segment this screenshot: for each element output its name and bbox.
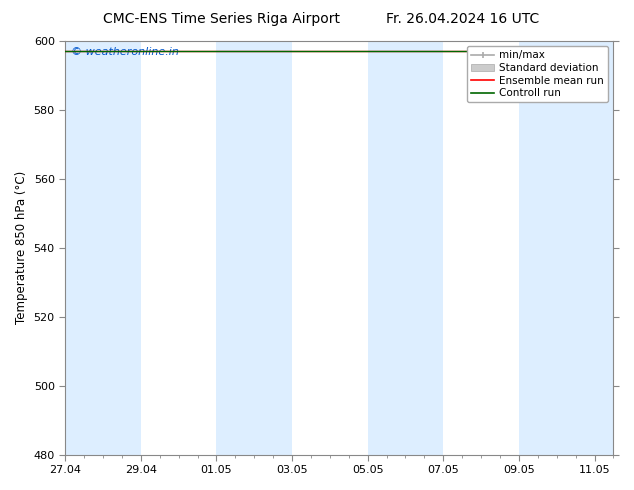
Bar [368, 41, 443, 455]
Text: Fr. 26.04.2024 16 UTC: Fr. 26.04.2024 16 UTC [386, 12, 540, 26]
Bar [519, 41, 632, 455]
Text: © weatheronline.in: © weatheronline.in [71, 47, 179, 57]
Y-axis label: Temperature 850 hPa (°C): Temperature 850 hPa (°C) [15, 171, 28, 324]
Text: CMC-ENS Time Series Riga Airport: CMC-ENS Time Series Riga Airport [103, 12, 340, 26]
Legend: min/max, Standard deviation, Ensemble mean run, Controll run: min/max, Standard deviation, Ensemble me… [467, 46, 608, 102]
Bar [65, 41, 141, 455]
Bar [216, 41, 292, 455]
